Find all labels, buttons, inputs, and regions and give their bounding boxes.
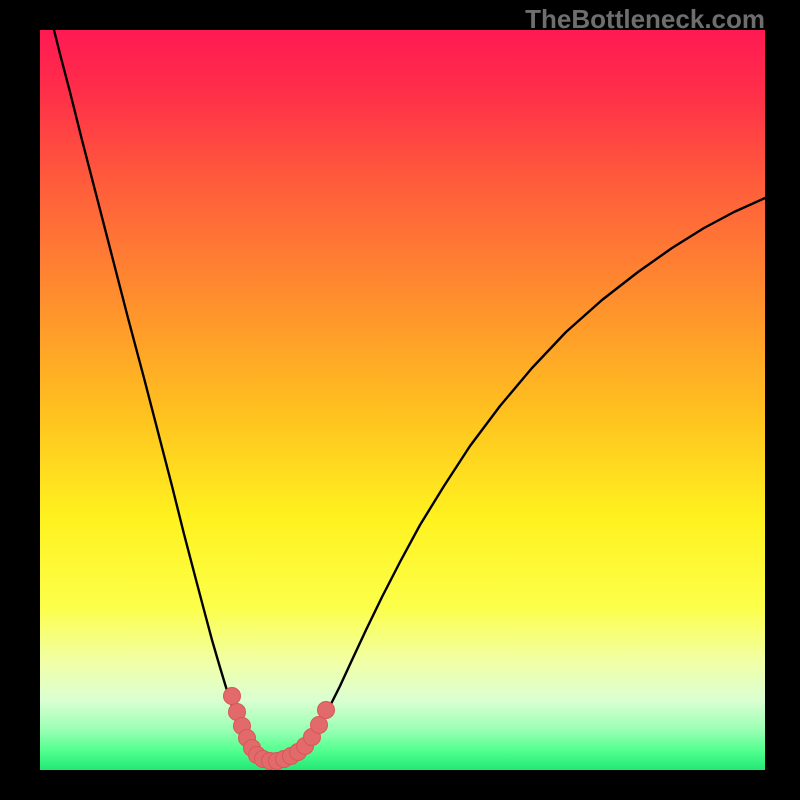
plot-area: [40, 30, 765, 770]
chart-container: TheBottleneck.com: [0, 0, 800, 800]
watermark-text: TheBottleneck.com: [525, 4, 765, 35]
